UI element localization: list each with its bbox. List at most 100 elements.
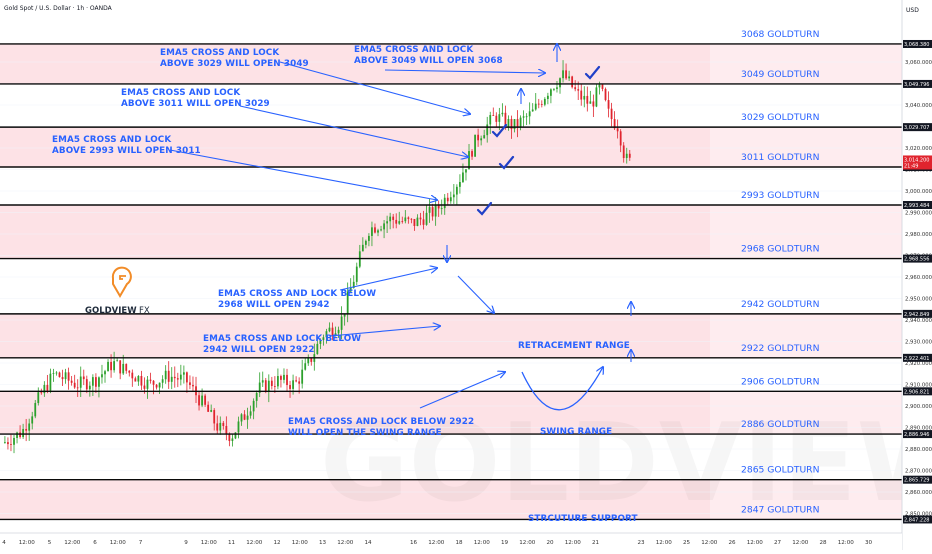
candle-body [158,382,161,388]
candle-body [413,218,416,226]
candle-body [264,380,267,392]
candle-body [246,415,249,420]
candle [440,199,443,215]
candle-body [443,197,446,209]
x-tick-label: 6 [93,540,97,546]
candle [556,80,558,93]
candle-body [198,395,200,406]
candle [361,237,364,252]
candle [404,210,407,224]
level-label-11: 2847 GOLDTURN [741,504,819,515]
candle-body [280,376,282,380]
candle-body [164,370,167,380]
candle [601,83,604,92]
level-label-0: 3068 GOLDTURN [741,29,819,40]
x-tick-label: 12:00 [428,540,445,546]
level-price-tag-label: 3,068.380 [904,42,929,48]
candle [319,338,322,350]
x-tick-label: 12:00 [337,540,354,546]
candle-body [252,400,255,412]
zone-band-0 [0,43,902,84]
candle [489,111,492,134]
candle-body [434,204,437,217]
level-label-2: 3029 GOLDTURN [741,112,819,123]
level-label-1: 3049 GOLDTURN [741,69,819,80]
candle-body [598,84,601,88]
candle [531,103,534,112]
y-tick-label: 2,980.000 [905,232,932,238]
candle [568,70,571,81]
y-tick-label: 2,950.000 [905,297,932,303]
candle [331,322,334,341]
candle [231,434,234,447]
candle [246,407,249,429]
candle-body [255,392,258,401]
y-tick-label: 2,870.000 [905,469,932,475]
candle-body [377,230,379,233]
candle-body [213,410,216,424]
candle-body [249,411,252,416]
candle-body [122,363,125,374]
candle [267,374,270,403]
candle [58,371,61,378]
candle-body [179,374,182,380]
candle [104,369,106,383]
candle-body [204,395,207,405]
level-label-10: 2865 GOLDTURN [741,465,819,476]
candle [307,354,310,366]
candle [574,80,577,92]
candle [70,375,73,386]
x-tick-label: 11 [228,540,236,546]
candle-body [289,385,291,389]
candle-body [79,376,82,388]
candle-body [88,385,91,390]
candle-body [355,266,358,282]
level-price-tag [903,123,932,132]
x-tick-label: 14 [364,540,372,546]
candle [101,364,103,384]
candle-body [489,115,492,125]
candle-body [616,128,619,132]
candle-body [392,216,395,220]
candle [592,94,595,117]
candle-body [465,169,467,173]
candle-body [116,360,119,362]
candle [213,408,216,431]
level-price-tag-label: 2,993.484 [904,203,929,209]
candle [586,86,589,112]
candle-body [628,153,631,158]
candle [249,405,252,419]
candle [182,365,185,384]
candle [219,416,222,435]
candle-body [346,291,349,315]
candle [207,401,210,413]
candle [91,374,94,396]
annotation-arrow [279,61,470,114]
candle-body [152,380,155,385]
y-axis-panel [902,0,932,550]
candle [465,169,467,181]
candle-body [91,377,94,386]
symbol-header: Gold Spot / U.S. Dollar · 1h · OANDA [4,5,113,12]
candle-body [61,377,64,380]
zone-band-4 [0,391,902,435]
candle [225,416,228,441]
candle [422,210,425,230]
level-label-4: 2993 GOLDTURN [741,190,819,201]
level-price-tag [903,387,932,396]
candle [261,371,264,387]
candle [328,322,331,333]
candle-body [562,70,564,79]
current-price-tag [903,155,932,170]
candle-body [146,379,149,389]
candle-body [568,76,571,79]
candle [198,391,200,411]
candle-body [571,76,574,88]
candle [31,411,34,430]
candle-body [228,434,231,442]
candle [392,213,395,229]
zone-band-2 [0,205,902,259]
level-price-tag [903,515,932,524]
candle-body [286,374,288,386]
candle-body [416,217,419,226]
